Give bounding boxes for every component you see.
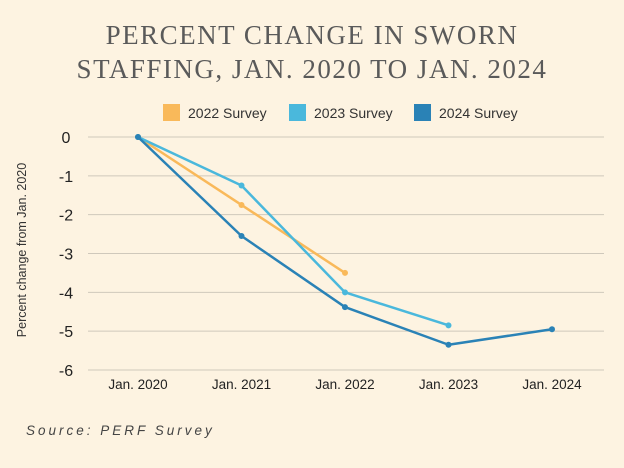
series-1-point-3 xyxy=(445,322,452,329)
legend-item-2023: 2023 Survey xyxy=(289,104,393,121)
series-2-point-0 xyxy=(135,134,141,140)
x-tick-label-0: Jan. 2020 xyxy=(108,377,167,392)
series-2-point-3 xyxy=(445,341,452,348)
x-tick-label-2: Jan. 2022 xyxy=(315,377,374,392)
chart-title-line-1: Percent change in sworn xyxy=(105,20,519,50)
legend-label-2023: 2023 Survey xyxy=(314,104,393,121)
chart-title: Percent change in sworn staffing, Jan. 2… xyxy=(0,18,624,86)
series-line-2 xyxy=(136,135,554,347)
series-0-point-1 xyxy=(238,201,245,208)
legend-swatch-2023 xyxy=(289,104,306,121)
series-2-point-1 xyxy=(238,233,245,240)
legend-label-2022: 2022 Survey xyxy=(188,104,267,121)
series-0-point-2 xyxy=(342,269,348,276)
y-tick-label-2: -2 xyxy=(59,208,73,225)
x-tick-label-3: Jan. 2023 xyxy=(419,377,478,392)
legend-swatch-2024 xyxy=(414,104,431,121)
legend-item-2022: 2022 Survey xyxy=(163,104,267,121)
y-tick-label-5: -5 xyxy=(59,324,73,341)
series-1-point-1 xyxy=(238,182,245,189)
series-1-point-2 xyxy=(342,289,348,296)
series-2-point-2 xyxy=(342,304,348,311)
legend-swatch-2022 xyxy=(163,104,180,121)
source-note: Source: PERF Survey xyxy=(26,423,215,438)
x-tick-label-1: Jan. 2021 xyxy=(212,377,271,392)
series-2-point-4 xyxy=(549,326,555,333)
y-tick-label-4: -4 xyxy=(59,285,73,302)
y-tick-label-3: -3 xyxy=(59,247,73,264)
chart-title-line-2: staffing, Jan. 2020 to Jan. 2024 xyxy=(76,54,548,84)
x-tick-label-4: Jan. 2024 xyxy=(522,377,582,392)
legend-item-2024: 2024 Survey xyxy=(414,104,518,121)
legend: 2022 Survey 2023 Survey 2024 Survey xyxy=(0,104,624,126)
y-tick-label-6: -6 xyxy=(59,363,73,380)
y-tick-label-0: 0 xyxy=(62,130,71,147)
y-tick-label-1: -1 xyxy=(59,169,73,186)
legend-label-2024: 2024 Survey xyxy=(439,104,518,121)
series-line-1 xyxy=(136,135,450,327)
